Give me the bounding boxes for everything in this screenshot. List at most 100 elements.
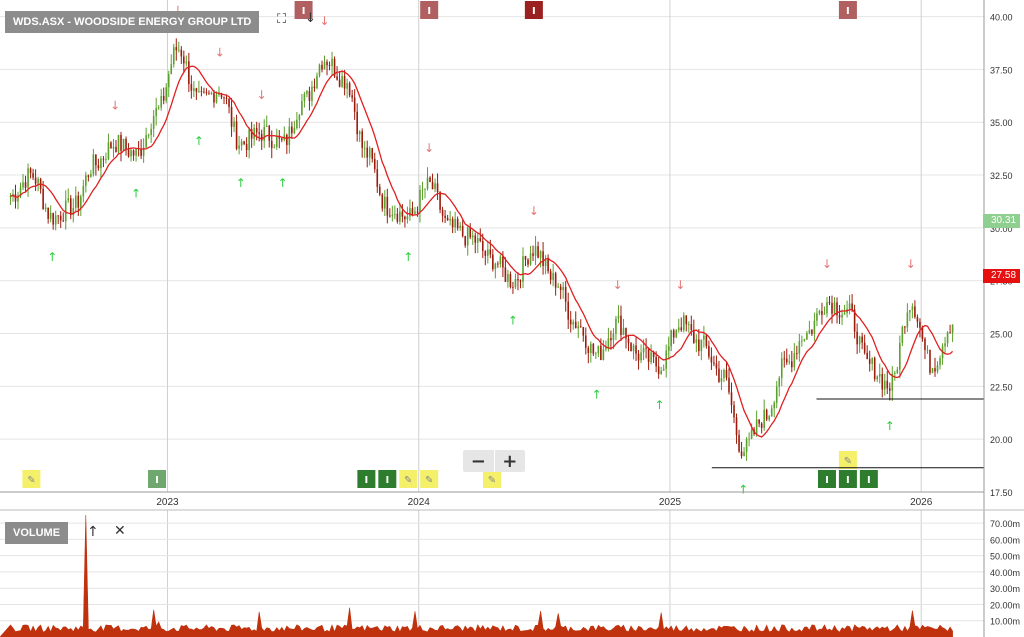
candle-body <box>883 380 886 390</box>
volume-tick-label: 10.00m <box>990 617 1020 627</box>
candle-body <box>936 365 939 372</box>
swing-low-arrow-icon: ↑ <box>885 419 895 433</box>
candle-body <box>514 278 517 288</box>
candle-body <box>190 84 193 91</box>
arrow-down-icon[interactable]: ↓ <box>305 11 316 26</box>
candle-body <box>313 86 316 89</box>
candle-body <box>348 83 351 96</box>
candle-body <box>698 339 700 352</box>
candle-body <box>828 302 831 304</box>
candle-body <box>645 347 647 349</box>
candle-body <box>944 343 946 347</box>
candle-body <box>775 386 778 403</box>
candle-body <box>409 208 411 217</box>
candle-body <box>888 388 891 391</box>
candle-body <box>303 93 306 101</box>
pencil-glyph-icon: ✎ <box>404 475 412 486</box>
candle-body <box>838 315 841 318</box>
candle-body <box>245 143 248 151</box>
candle-body <box>200 91 203 92</box>
candle-body <box>228 98 230 107</box>
candle-body <box>833 302 836 314</box>
candle-body <box>931 368 934 373</box>
candle-body <box>582 327 585 336</box>
candle-body <box>42 188 44 210</box>
candle-body <box>122 138 125 151</box>
candle-body <box>225 97 228 99</box>
candle-body <box>876 376 879 380</box>
candle-body <box>195 88 198 92</box>
candle-body <box>127 149 130 157</box>
event-marker-label: I <box>155 475 159 486</box>
candle-body <box>946 332 949 344</box>
candle-body <box>785 358 788 363</box>
event-marker <box>859 470 878 488</box>
candle-body <box>288 126 291 146</box>
candle-body <box>64 200 67 222</box>
candle-body <box>296 119 298 129</box>
candle-body <box>120 134 122 151</box>
candle-body <box>863 342 866 353</box>
swing-low-arrow-icon: ↑ <box>236 176 246 190</box>
candle-body <box>803 339 806 341</box>
candle-body <box>479 238 482 242</box>
candle-body <box>670 330 673 347</box>
candle-body <box>537 246 539 258</box>
candle-body <box>509 274 512 287</box>
candle-body <box>74 195 77 208</box>
zoom-in-button[interactable]: + <box>502 450 518 472</box>
candle-body <box>389 215 391 217</box>
candle-body <box>394 213 396 215</box>
volume-area <box>0 514 953 637</box>
candle-body <box>718 368 720 382</box>
candle-body <box>436 183 439 193</box>
candle-body <box>72 207 75 216</box>
swing-low-arrow-icon: ↑ <box>738 483 748 497</box>
candle-body <box>258 132 260 134</box>
candle-body <box>768 416 770 420</box>
candle-body <box>424 188 426 190</box>
candle-body <box>152 116 155 129</box>
swing-high-arrow-icon: ↓ <box>173 3 183 17</box>
candle-body <box>401 211 404 217</box>
candle-body <box>208 92 210 94</box>
candle-body <box>894 372 896 374</box>
candle-body <box>532 253 534 256</box>
event-marker-label: I <box>385 475 389 486</box>
candle-body <box>715 363 718 369</box>
candle-body <box>142 147 145 156</box>
candle-body <box>238 145 240 149</box>
candle-body <box>693 329 695 343</box>
candle-body <box>899 342 901 370</box>
candle-body <box>667 346 670 351</box>
candle-body <box>605 347 607 350</box>
candle-body <box>286 134 288 146</box>
candle-body <box>813 320 816 334</box>
arrow-up-icon[interactable]: ↑ <box>87 524 99 540</box>
candle-body <box>456 218 459 229</box>
expand-icon[interactable]: ⛶ <box>277 12 287 27</box>
candle-body <box>59 215 62 221</box>
close-icon[interactable]: ✕ <box>114 523 126 539</box>
candle-body <box>816 313 818 321</box>
candle-body <box>461 225 464 237</box>
candle-body <box>569 319 572 325</box>
candle-body <box>773 402 776 409</box>
price-tick-label: 32.50 <box>990 171 1013 181</box>
candle-body <box>602 349 605 360</box>
candle-body <box>273 146 276 148</box>
candle-body <box>853 309 856 332</box>
candle-body <box>85 175 87 186</box>
candle-body <box>215 94 218 103</box>
candle-body <box>419 190 421 213</box>
candle-body <box>549 271 552 280</box>
candle-body <box>502 256 504 268</box>
candle-body <box>544 259 547 266</box>
candle-body <box>353 97 356 112</box>
candle-body <box>730 392 733 406</box>
candle-body <box>378 186 381 195</box>
candle-body <box>826 302 828 314</box>
zoom-out-button[interactable]: − <box>470 450 486 472</box>
candle-body <box>140 149 142 156</box>
